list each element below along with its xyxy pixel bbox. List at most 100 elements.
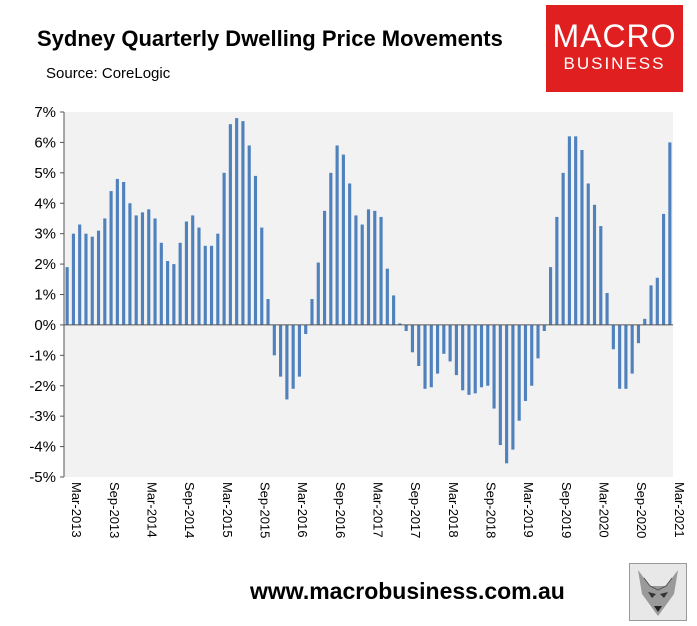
- bar: [65, 267, 69, 325]
- bar: [90, 236, 94, 325]
- wolf-icon: [629, 563, 687, 621]
- bar: [655, 277, 659, 325]
- bar: [643, 318, 647, 325]
- bar: [122, 181, 126, 325]
- bar: [417, 324, 421, 366]
- bar: [523, 324, 528, 401]
- bar: [505, 324, 509, 464]
- x-axis: Mar-2013 Sep-2013 Mar-2014 Sep-2014 Mar-2015…: [64, 324, 687, 538]
- y-tick-label: -4%: [29, 439, 56, 456]
- bar: [159, 242, 163, 325]
- bar: [586, 183, 590, 325]
- bar: [304, 324, 308, 335]
- y-tick-label: -3%: [29, 408, 56, 425]
- bar: [153, 218, 157, 325]
- bar: [517, 324, 521, 421]
- y-tick-label: 4%: [34, 195, 56, 212]
- bar: [574, 136, 578, 325]
- bar: [184, 221, 188, 325]
- bar: [385, 268, 389, 325]
- bar: [285, 324, 289, 400]
- bar: [253, 175, 258, 325]
- x-tick-label: Mar-2020: [597, 482, 612, 538]
- bar: [486, 324, 490, 386]
- x-tick-label: Sep-2013: [107, 482, 122, 538]
- bar: [461, 324, 465, 391]
- x-tick-label: Sep-2016: [333, 482, 348, 538]
- bar: [498, 324, 502, 446]
- bar: [247, 145, 251, 325]
- bar: [630, 324, 634, 374]
- logo-line-1: MACRO: [552, 18, 677, 54]
- x-tick-label: Mar-2013: [69, 482, 84, 538]
- bar: [109, 191, 113, 325]
- macrobusiness-logo: MACRO BUSINESS: [546, 5, 683, 92]
- bar: [536, 324, 540, 359]
- bar: [379, 216, 383, 325]
- bar: [392, 295, 396, 325]
- y-tick-label: -1%: [29, 347, 56, 364]
- bar: [429, 324, 433, 388]
- bar: [178, 242, 182, 325]
- x-tick-label: Sep-2018: [484, 482, 499, 538]
- bar: [442, 324, 446, 354]
- bar: [592, 204, 597, 325]
- bar: [222, 172, 226, 325]
- bar: [166, 261, 170, 325]
- bar: [197, 227, 201, 325]
- bar: [668, 142, 672, 325]
- bar: [115, 178, 119, 325]
- y-axis: 7% 6% 5% 4% 3% 2% 1% 0% -1% -2% -3% -4% -5%: [29, 104, 65, 486]
- bar: [279, 324, 283, 377]
- bar: [348, 183, 352, 325]
- y-tick-label: -2%: [29, 378, 56, 395]
- bar: [335, 145, 339, 325]
- bar: [140, 212, 145, 325]
- bar: [561, 172, 565, 325]
- x-tick-label: Mar-2018: [446, 482, 461, 538]
- bar: [549, 267, 553, 325]
- bar: [316, 262, 320, 325]
- bar: [404, 324, 408, 331]
- bar: [448, 324, 452, 362]
- x-tick-label: Mar-2015: [220, 482, 235, 538]
- bar: [542, 324, 546, 331]
- bar: [555, 216, 559, 325]
- bar: [479, 324, 484, 388]
- bar-series: [65, 118, 672, 464]
- bar: [398, 323, 402, 325]
- bar: [172, 264, 176, 325]
- bar: [103, 218, 107, 325]
- bar: [134, 215, 138, 325]
- x-tick-label: Sep-2020: [634, 482, 649, 538]
- bar-chart: 7% 6% 5% 4% 3% 2% 1% 0% -1% -2% -3% -4% -5% Mar-2013…: [29, 104, 687, 538]
- bar: [260, 227, 264, 325]
- bar: [373, 210, 377, 325]
- x-tick-label: Mar-2014: [144, 482, 159, 538]
- bar: [435, 324, 440, 374]
- y-tick-label: 7%: [34, 104, 56, 121]
- x-tick-label: Sep-2019: [559, 482, 574, 538]
- bar: [78, 224, 82, 325]
- bar: [341, 154, 345, 325]
- bar: [235, 118, 239, 325]
- bar: [662, 213, 666, 325]
- x-tick-label: Sep-2015: [257, 482, 272, 538]
- bar: [410, 324, 415, 353]
- bar: [360, 224, 364, 325]
- bar: [467, 324, 471, 395]
- logo-line-2: BUSINESS: [563, 54, 666, 73]
- bar: [203, 245, 207, 325]
- bar: [84, 233, 88, 325]
- y-tick-label: 0%: [34, 317, 56, 334]
- bar: [530, 324, 534, 386]
- bar: [454, 324, 458, 376]
- bar: [473, 324, 477, 394]
- bar: [511, 324, 515, 450]
- bar: [128, 203, 132, 325]
- bar: [71, 233, 75, 325]
- y-tick-label: 2%: [34, 256, 56, 273]
- x-tick-label: Mar-2017: [371, 482, 386, 538]
- bar: [618, 324, 622, 389]
- y-tick-label: -5%: [29, 469, 56, 486]
